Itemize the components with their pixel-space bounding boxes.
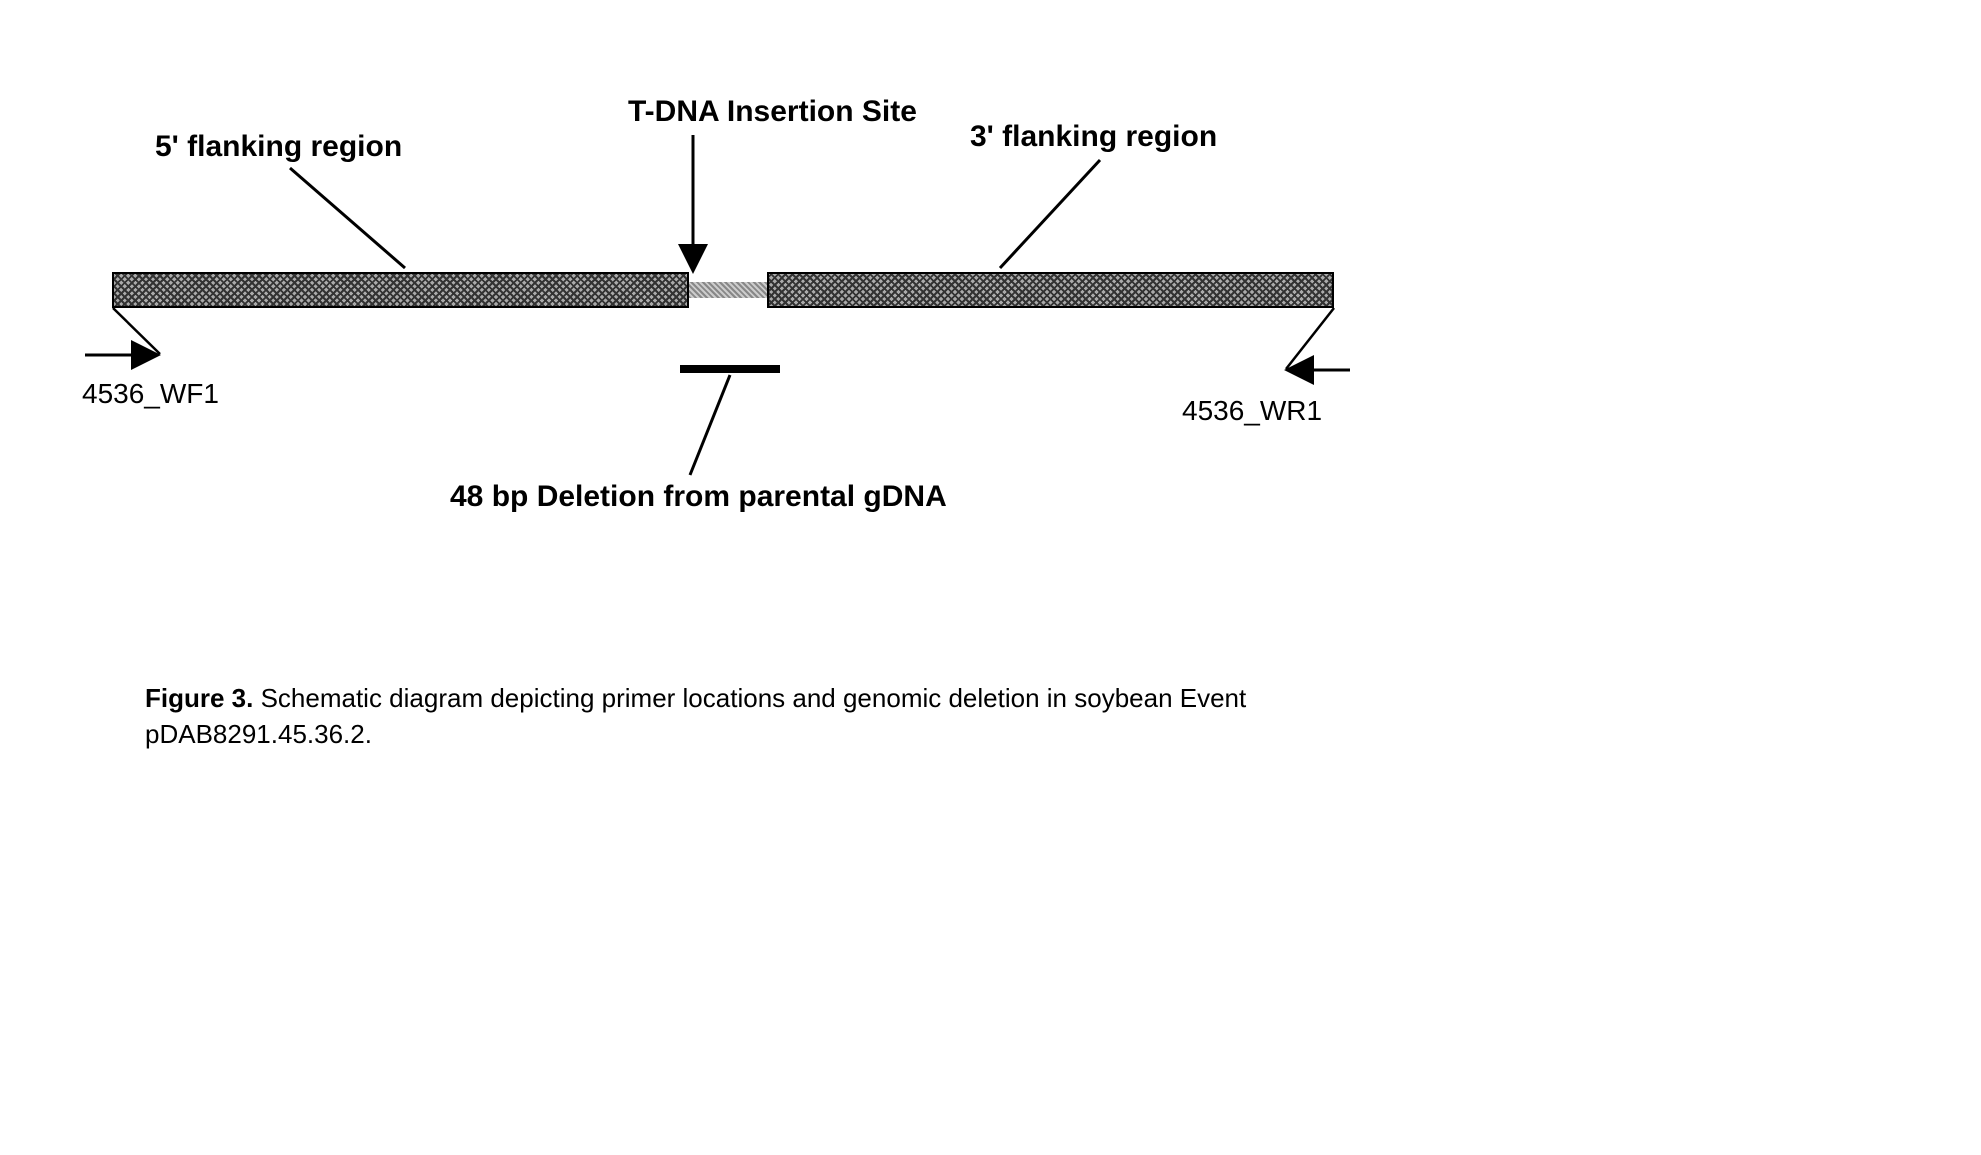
primer-left-tail bbox=[113, 308, 160, 354]
flank5-label: 5' flanking region bbox=[155, 130, 402, 164]
primer-left-label: 4536_WF1 bbox=[82, 378, 219, 410]
primer-right-label: 4536_WR1 bbox=[1182, 395, 1322, 427]
figure-caption: Figure 3. Schematic diagram depicting pr… bbox=[145, 680, 1345, 753]
insertion-site-label: T-DNA Insertion Site bbox=[628, 95, 917, 129]
gap-region bbox=[689, 282, 767, 298]
caption-prefix: Figure 3. bbox=[145, 683, 261, 713]
flank5-pointer bbox=[290, 168, 405, 268]
flank3-label: 3' flanking region bbox=[970, 120, 1217, 154]
deletion-label: 48 bp Deletion from parental gDNA bbox=[450, 480, 947, 514]
diagram-container: T-DNA Insertion Site 5' flanking region … bbox=[0, 0, 1981, 1155]
flank5-region bbox=[112, 272, 689, 308]
deletion-bar bbox=[680, 365, 780, 373]
flank3-region bbox=[767, 272, 1334, 308]
flank3-pointer bbox=[1000, 160, 1100, 268]
primer-right-tail bbox=[1286, 308, 1334, 369]
caption-text: Schematic diagram depicting primer locat… bbox=[145, 683, 1246, 749]
arrow-overlay bbox=[0, 0, 1981, 1155]
deletion-pointer bbox=[690, 375, 730, 475]
